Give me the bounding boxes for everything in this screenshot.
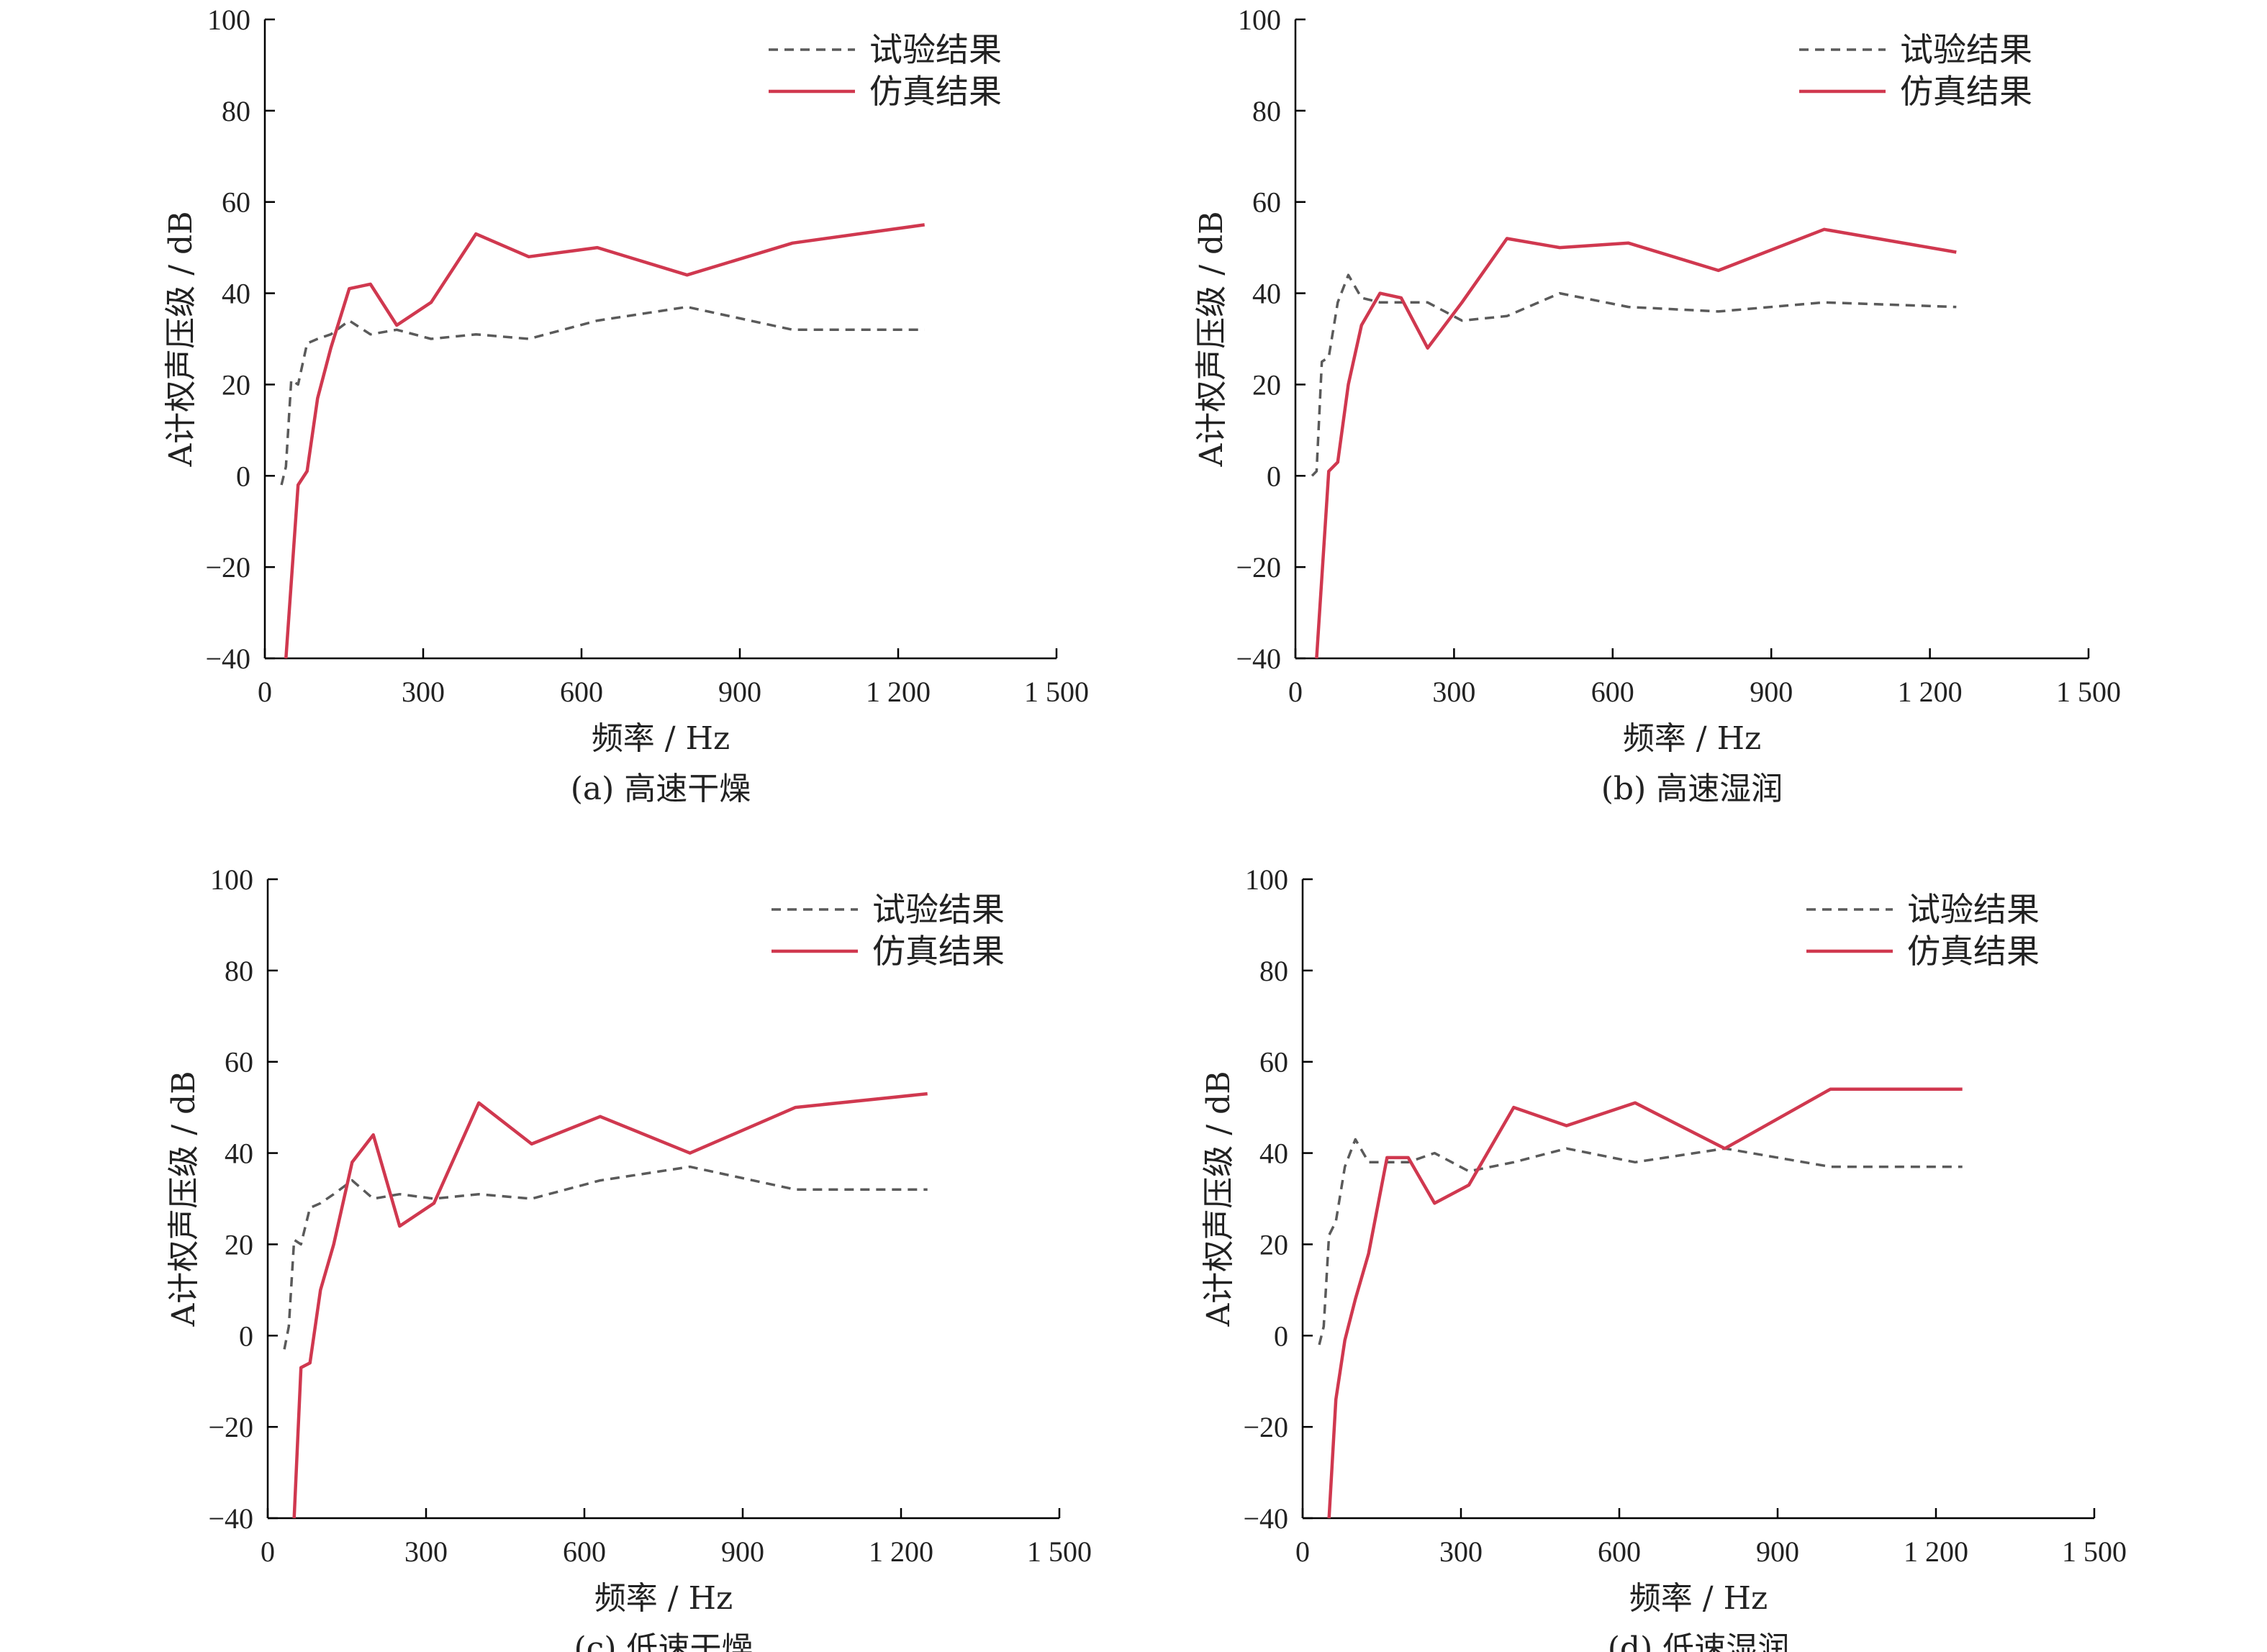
y-tick-label: 20 [1259, 1228, 1288, 1261]
series-line-test [1311, 273, 1957, 477]
y-tick-label: −20 [1236, 551, 1281, 584]
y-tick-label: 60 [225, 1046, 253, 1079]
legend-label: 试验结果 [1907, 890, 2040, 929]
y-tick-label: −40 [205, 643, 250, 675]
x-tick-label: 0 [1288, 676, 1303, 708]
chart-panel-d: −40 −20 0 20 40 60 80 100 0 300 600 900 1 200 1 500 频率… [1200, 863, 2127, 1652]
x-axis-label: 频率 / Hz [1629, 1580, 1768, 1617]
x-tick-label: 1 200 [1898, 676, 1963, 708]
y-tick-label: 100 [207, 4, 250, 36]
y-axis-label: A计权声压级 / dB [166, 1071, 202, 1327]
x-tick-label: 1 500 [2056, 676, 2121, 708]
x-tick-label: 300 [402, 676, 445, 708]
x-tick-label: 300 [1439, 1535, 1483, 1568]
x-tick-label: 900 [1750, 676, 1793, 708]
x-tick-label: 900 [718, 676, 761, 708]
legend-label: 试验结果 [869, 30, 1002, 69]
y-axis-label: A计权声压级 / dB [1200, 1071, 1237, 1327]
x-tick-label: 1 500 [2062, 1535, 2127, 1568]
chart-panel-b: −40 −20 0 20 40 60 80 100 0 300 600 900 1 200 1 500 频率… [1193, 4, 2121, 807]
legend-label: 试验结果 [1900, 30, 2032, 69]
x-axis-label: 频率 / Hz [592, 720, 730, 757]
series-line-test [1318, 1138, 1963, 1345]
x-axis-label: 频率 / Hz [594, 1580, 733, 1617]
x-tick-label: 1 500 [1027, 1535, 1092, 1568]
panel-caption: (a) 高速干燥 [571, 771, 751, 807]
y-tick-label: 0 [1274, 1320, 1288, 1352]
legend-label: 仿真结果 [1907, 932, 2040, 971]
series-line-test [283, 1165, 928, 1350]
chart-panel-a: −40 −20 0 20 40 60 80 100 0 300 600 900 1 200 1 500 频率… [163, 4, 1089, 807]
y-tick-label: −20 [205, 551, 250, 584]
series-line-sim [1327, 1087, 1963, 1519]
y-tick-label: 60 [1259, 1046, 1288, 1079]
y-tick-label: 80 [222, 95, 250, 127]
x-tick-label: 600 [560, 676, 603, 708]
legend-label: 试验结果 [872, 890, 1005, 929]
y-tick-label: 0 [239, 1320, 253, 1352]
x-tick-label: 900 [1756, 1535, 1799, 1568]
y-tick-label: 60 [1252, 186, 1281, 219]
x-tick-label: 1 500 [1024, 676, 1089, 708]
y-tick-label: −40 [208, 1502, 253, 1535]
panel-caption: (b) 高速湿润 [1601, 771, 1783, 807]
y-tick-label: 60 [222, 186, 250, 219]
x-tick-label: 1 200 [1904, 1535, 1968, 1568]
legend-label: 仿真结果 [1900, 72, 2032, 111]
legend-label: 仿真结果 [872, 932, 1005, 971]
y-tick-label: 100 [210, 863, 253, 896]
x-tick-label: 300 [404, 1535, 448, 1568]
y-axis-label: A计权声压级 / dB [1193, 211, 1230, 467]
x-tick-label: 600 [1598, 1535, 1641, 1568]
x-tick-label: 1 200 [869, 1535, 933, 1568]
y-tick-label: 80 [1259, 955, 1288, 987]
x-tick-label: 0 [1295, 1535, 1310, 1568]
panel-caption: (c) 低速干燥 [574, 1630, 754, 1652]
y-tick-label: 20 [222, 368, 250, 401]
panel-caption: (d) 低速湿润 [1608, 1630, 1789, 1652]
x-tick-label: 0 [258, 676, 272, 708]
x-tick-label: 1 200 [866, 676, 931, 708]
legend-label: 仿真结果 [869, 72, 1002, 111]
x-tick-label: 600 [563, 1535, 606, 1568]
y-tick-label: 80 [225, 955, 253, 987]
y-tick-label: 40 [1259, 1138, 1288, 1170]
y-tick-label: −40 [1243, 1502, 1288, 1535]
x-tick-label: 300 [1432, 676, 1475, 708]
y-tick-label: 20 [225, 1228, 253, 1261]
y-tick-label: −20 [1243, 1411, 1288, 1443]
chart-panel-c: −40 −20 0 20 40 60 80 100 0 300 600 900 1 200 1 500 频率… [166, 863, 1092, 1652]
y-tick-label: 100 [1245, 863, 1288, 896]
y-tick-label: 40 [225, 1138, 253, 1170]
x-tick-label: 0 [261, 1535, 275, 1568]
y-tick-label: 20 [1252, 368, 1281, 401]
y-axis-label: A计权声压级 / dB [163, 211, 199, 467]
x-tick-label: 900 [721, 1535, 764, 1568]
y-tick-label: −40 [1236, 643, 1281, 675]
x-axis-label: 频率 / Hz [1623, 720, 1761, 757]
series-line-sim [292, 1092, 928, 1519]
y-tick-label: 0 [1267, 460, 1281, 492]
series-line-sim [1315, 227, 1957, 659]
x-tick-label: 600 [1591, 676, 1634, 708]
y-tick-label: 0 [236, 460, 250, 492]
series-line-sim [284, 223, 926, 659]
series-line-test [280, 305, 925, 486]
y-tick-label: 40 [222, 278, 250, 310]
y-tick-label: 80 [1252, 95, 1281, 127]
y-tick-label: −20 [208, 1411, 253, 1443]
y-tick-label: 100 [1238, 4, 1281, 36]
y-tick-label: 40 [1252, 278, 1281, 310]
